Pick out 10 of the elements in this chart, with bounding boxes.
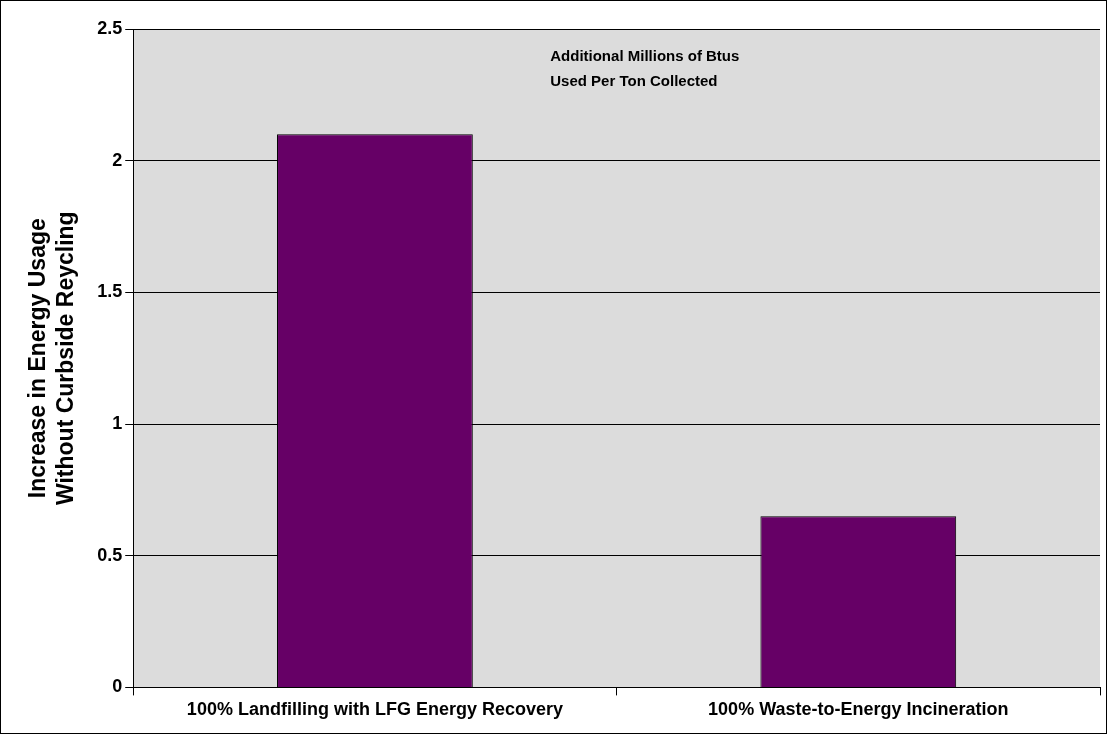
y-tick-label: 0: [112, 676, 123, 697]
y-tick-label: 0.5: [97, 544, 123, 565]
y-tick-label: 2.5: [97, 17, 123, 38]
y-tick-label: 1.5: [97, 281, 123, 302]
annotation: Additional Millions of Btus Used Per Ton Collected: [550, 46, 740, 89]
y-tick-label: 2: [112, 149, 123, 170]
x-tick-label: 100% Waste-to-Energy Incineration: [708, 699, 1009, 720]
x-tick-label: 100% Landfilling with LFG Energy Recovery: [186, 699, 563, 720]
y-axis-title: Increase in Energy Usage Without Curbside Reycling: [24, 211, 78, 506]
y-tick-label: 1: [112, 413, 123, 434]
